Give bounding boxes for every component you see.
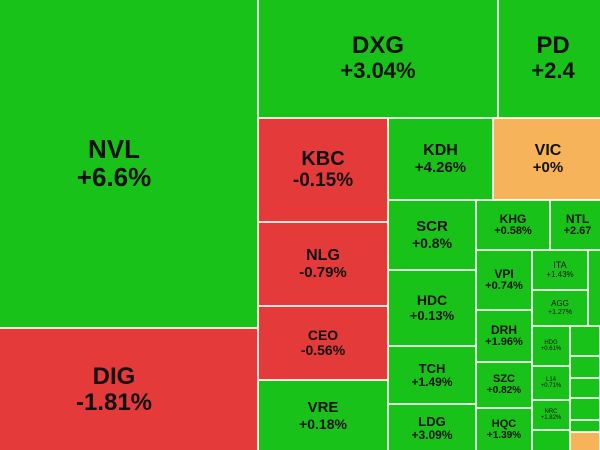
tile-ticker-label: NRC [544, 408, 558, 415]
treemap-tile-hdg[interactable]: HDG +0.61% [532, 326, 570, 366]
tile-ticker-label: DRH [491, 322, 517, 337]
tile-ticker-label: TCH [418, 360, 446, 376]
treemap-tile-nlg[interactable]: NLG -0.79% [258, 222, 388, 306]
treemap-tile-vpi[interactable]: VPI +0.74% [476, 250, 532, 310]
treemap-filler-tile [570, 420, 600, 432]
treemap-filler-tile [570, 326, 600, 356]
tile-change-label: +2.67 [563, 224, 592, 237]
tile-ticker-label: KDH [423, 142, 458, 160]
treemap-tile-nvl[interactable]: NVL +6.6% [0, 0, 258, 328]
tile-ticker-label: NLG [306, 247, 340, 265]
treemap-tile-pd[interactable]: PD +2.4 [498, 0, 600, 118]
treemap-tile-kbc[interactable]: KBC -0.15% [258, 118, 388, 222]
tile-ticker-label: HDG [544, 339, 558, 346]
tile-ticker-label: AGG [551, 298, 569, 308]
tile-ticker-label: L14 [545, 376, 556, 383]
tile-change-label: +6.6% [76, 162, 152, 192]
treemap-tile-kdh[interactable]: KDH +4.26% [388, 118, 493, 200]
tile-change-label: +0.82% [486, 384, 522, 396]
treemap-filler-tile [588, 250, 600, 326]
tile-ticker-label: LDG [418, 413, 446, 429]
treemap-tile-dxg[interactable]: DXG +3.04% [258, 0, 498, 118]
tile-ticker-label: VPI [494, 266, 514, 281]
tile-change-label: +1.82% [540, 415, 562, 421]
tile-ticker-label: NTL [565, 211, 590, 226]
treemap-filler-tile [570, 356, 600, 378]
tile-ticker-label: CEO [307, 326, 339, 343]
treemap-tile-hqc[interactable]: HQC +1.39% [476, 408, 532, 450]
tile-change-label: +2.4 [531, 58, 575, 84]
tile-ticker-label: DXG [351, 32, 404, 60]
treemap-tile-szc[interactable]: SZC +0.82% [476, 362, 532, 408]
tile-change-label: +3.09% [411, 427, 453, 442]
treemap-filler-tile [570, 398, 600, 420]
treemap-tile-agg[interactable]: AGG +1.27% [532, 290, 588, 326]
tile-change-label: +3.04% [340, 58, 416, 84]
tile-ticker-label: HQC [491, 417, 517, 430]
treemap-tile-ldg[interactable]: LDG +3.09% [388, 404, 476, 450]
tile-change-label: +1.96% [485, 335, 523, 348]
tile-change-label: +1.43% [546, 269, 574, 279]
tile-ticker-label: SZC [493, 372, 515, 385]
treemap-tile-vre[interactable]: VRE +0.18% [258, 380, 388, 450]
tile-change-label: +0.13% [409, 307, 455, 323]
tile-change-label: -0.79% [299, 263, 347, 281]
tile-ticker-label: KBC [301, 147, 345, 170]
tile-change-label: +1.49% [411, 374, 453, 389]
treemap-tile-dig[interactable]: DIG -1.81% [0, 328, 258, 450]
treemap-filler-tile [570, 432, 600, 450]
tile-ticker-label: SCR [416, 218, 448, 236]
tile-ticker-label: VIC [534, 142, 562, 160]
tile-change-label: +0.61% [540, 346, 562, 352]
treemap-tile-khg[interactable]: KHG +0.58% [476, 200, 550, 250]
tile-change-label: +0.71% [540, 383, 562, 389]
tile-change-label: -1.81% [75, 389, 153, 416]
treemap-tile-scr[interactable]: SCR +0.8% [388, 200, 476, 270]
treemap-tile-drh[interactable]: DRH +1.96% [476, 310, 532, 362]
tile-change-label: +4.26% [414, 158, 467, 176]
treemap-tile-tch[interactable]: TCH +1.49% [388, 346, 476, 404]
tile-change-label: +1.39% [486, 429, 522, 441]
tile-ticker-label: KHG [499, 211, 527, 226]
treemap-tile-ita[interactable]: ITA +1.43% [532, 250, 588, 290]
treemap-filler-tile [570, 378, 600, 398]
tile-change-label: +0% [532, 158, 564, 176]
tile-change-label: +1.27% [548, 308, 572, 316]
treemap-tile-ntl[interactable]: NTL +2.67 [550, 200, 600, 250]
treemap-filler-tile [532, 430, 570, 450]
treemap-tile-nrc[interactable]: NRC +1.82% [532, 400, 570, 430]
treemap-tile-vic[interactable]: VIC +0% [493, 118, 600, 200]
tile-change-label: +0.74% [485, 279, 523, 292]
treemap-tile-ceo[interactable]: CEO -0.56% [258, 306, 388, 380]
tile-ticker-label: PD [536, 32, 570, 60]
tile-ticker-label: HDC [416, 292, 448, 309]
tile-ticker-label: VRE [307, 399, 339, 417]
tile-ticker-label: ITA [553, 259, 567, 270]
tile-ticker-label: DIG [92, 363, 136, 391]
tile-change-label: -0.15% [292, 169, 354, 191]
tile-change-label: -0.56% [300, 342, 346, 358]
treemap-tile-hdc[interactable]: HDC +0.13% [388, 270, 476, 346]
tile-ticker-label: NVL [88, 133, 140, 164]
tile-change-label: +0.18% [299, 415, 347, 432]
tile-change-label: +0.8% [411, 234, 453, 251]
treemap-tile-l14[interactable]: L14 +0.71% [532, 366, 570, 400]
tile-change-label: +0.58% [494, 224, 532, 237]
